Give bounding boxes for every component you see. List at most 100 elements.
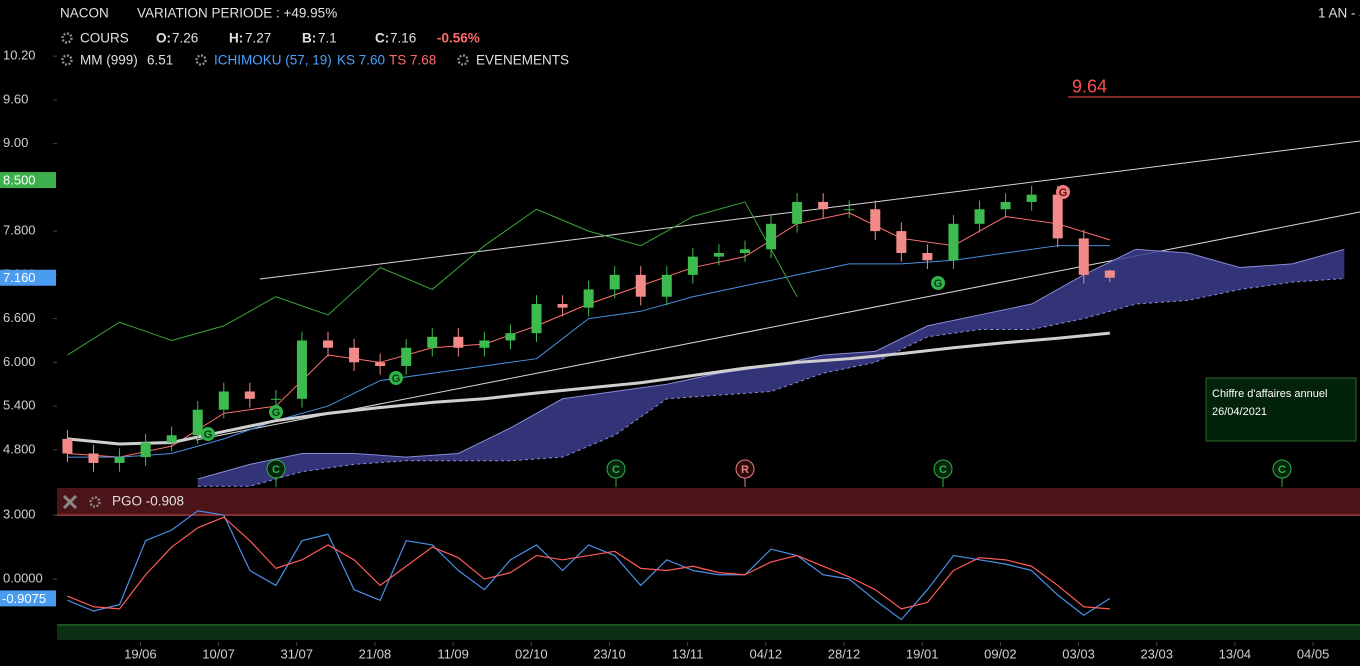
y-tick-label: 9.60 [3, 91, 28, 106]
x-tick-label: 13/11 [672, 646, 704, 661]
close-value: 7.16 [390, 31, 416, 46]
price-badge [0, 172, 56, 189]
period[interactable]: 1 AN - J [1318, 6, 1360, 21]
event-label: R [741, 464, 749, 476]
candle-body [687, 256, 698, 275]
x-tick-label: 09/02 [984, 646, 1017, 661]
close-icon [62, 494, 78, 510]
symbol: NACON [60, 6, 109, 21]
candle-body [713, 252, 724, 257]
open-label: O: [156, 31, 171, 46]
event-marker[interactable] [1056, 185, 1070, 199]
candle-body [583, 289, 594, 308]
x-tick-label: 31/07 [280, 646, 313, 661]
x-tick-label: 23/03 [1140, 646, 1173, 661]
low-label: B: [302, 31, 316, 46]
overbought-band [57, 488, 1360, 516]
open-value: 7.26 [172, 31, 198, 46]
candle-body [114, 457, 125, 463]
event-label: G [1059, 187, 1068, 199]
x-tick-label: 19/06 [124, 646, 157, 661]
event-marker[interactable] [606, 459, 626, 479]
event-markers: G G G G G C C R C C [201, 185, 1292, 487]
gear-icon[interactable] [61, 54, 73, 66]
cours-label: COURS [80, 31, 129, 46]
event-label: G [272, 407, 281, 419]
x-tick-label: 19/01 [906, 646, 939, 661]
pgo-layer: 3.000 0.0000 -0.9075 [0, 488, 1360, 640]
gear-icon[interactable] [457, 54, 469, 66]
x-tick-label: 10/07 [202, 646, 235, 661]
candle-body [870, 209, 881, 232]
candle-body [166, 435, 177, 443]
gear-icon[interactable] [61, 32, 73, 44]
gear-icon[interactable] [195, 54, 207, 66]
price-badge [0, 269, 56, 286]
candle-body [192, 409, 203, 436]
x-tick-label: 04/05 [1297, 646, 1330, 661]
event-marker[interactable] [931, 276, 945, 290]
cloud-edge [197, 277, 1345, 487]
gear-icon[interactable] [89, 496, 101, 508]
y-tick-label: 6.000 [3, 354, 36, 369]
events-label: EVENEMENTS [476, 53, 569, 68]
candle-body [766, 223, 777, 250]
price-badge-label: 8.500 [3, 173, 36, 188]
price-badge-label: 7.160 [3, 270, 36, 285]
candle-body [349, 347, 360, 363]
mm-label: MM (999) [80, 53, 138, 68]
pgo-close-icon[interactable] [62, 494, 78, 510]
candle-body [1078, 238, 1089, 275]
event-marker[interactable] [933, 459, 953, 479]
event-marker[interactable] [269, 405, 283, 419]
mm-value: 6.51 [147, 53, 173, 68]
trend-line [195, 211, 1360, 441]
candle-body [140, 442, 151, 458]
event-marker[interactable] [201, 427, 215, 441]
indicator-line [67, 245, 1110, 458]
event-marker[interactable] [735, 459, 755, 479]
annotation-box[interactable] [1205, 377, 1357, 442]
x-tick-label: 23/10 [593, 646, 626, 661]
event-label: C [1278, 464, 1286, 476]
candle-body [505, 333, 516, 341]
candle-body [609, 274, 620, 290]
x-tick-label: 11/09 [437, 646, 469, 661]
close-label: C: [375, 31, 389, 46]
high-label: H: [229, 31, 243, 46]
candle-body [1026, 194, 1037, 202]
variation: VARIATION PERIODE : +49.95% [137, 6, 337, 21]
candle-body [453, 336, 464, 348]
candle-body [427, 336, 438, 348]
candle-body [270, 398, 281, 400]
event-label: C [612, 464, 620, 476]
x-tick-label: 04/12 [750, 646, 783, 661]
candle-body [62, 438, 73, 454]
y-tick-label: 5.400 [3, 398, 36, 413]
candle-body [1104, 270, 1115, 278]
pgo-label: PGO -0.908 [112, 494, 184, 509]
candle-body [661, 274, 672, 297]
event-marker[interactable] [1272, 459, 1292, 479]
candle-body [896, 231, 907, 253]
candle-body [948, 223, 959, 261]
candle-body [218, 391, 229, 410]
event-marker[interactable] [389, 371, 403, 385]
candle-body [844, 209, 855, 211]
x-tick-label: 03/03 [1062, 646, 1095, 661]
candle-body [635, 274, 646, 297]
trend-line [259, 140, 1360, 280]
oversold-band [57, 624, 1360, 640]
event-marker[interactable] [266, 459, 286, 479]
x-tick-label: 13/04 [1219, 646, 1252, 661]
candle-body [401, 347, 412, 366]
value-badge [0, 590, 56, 607]
candle-body [296, 340, 307, 399]
candle-body [375, 362, 386, 366]
candle-body [739, 249, 750, 253]
y-tick-label: 6.600 [3, 310, 36, 325]
ks-label: KS 7.60 [337, 53, 385, 68]
candle-body [531, 304, 542, 334]
